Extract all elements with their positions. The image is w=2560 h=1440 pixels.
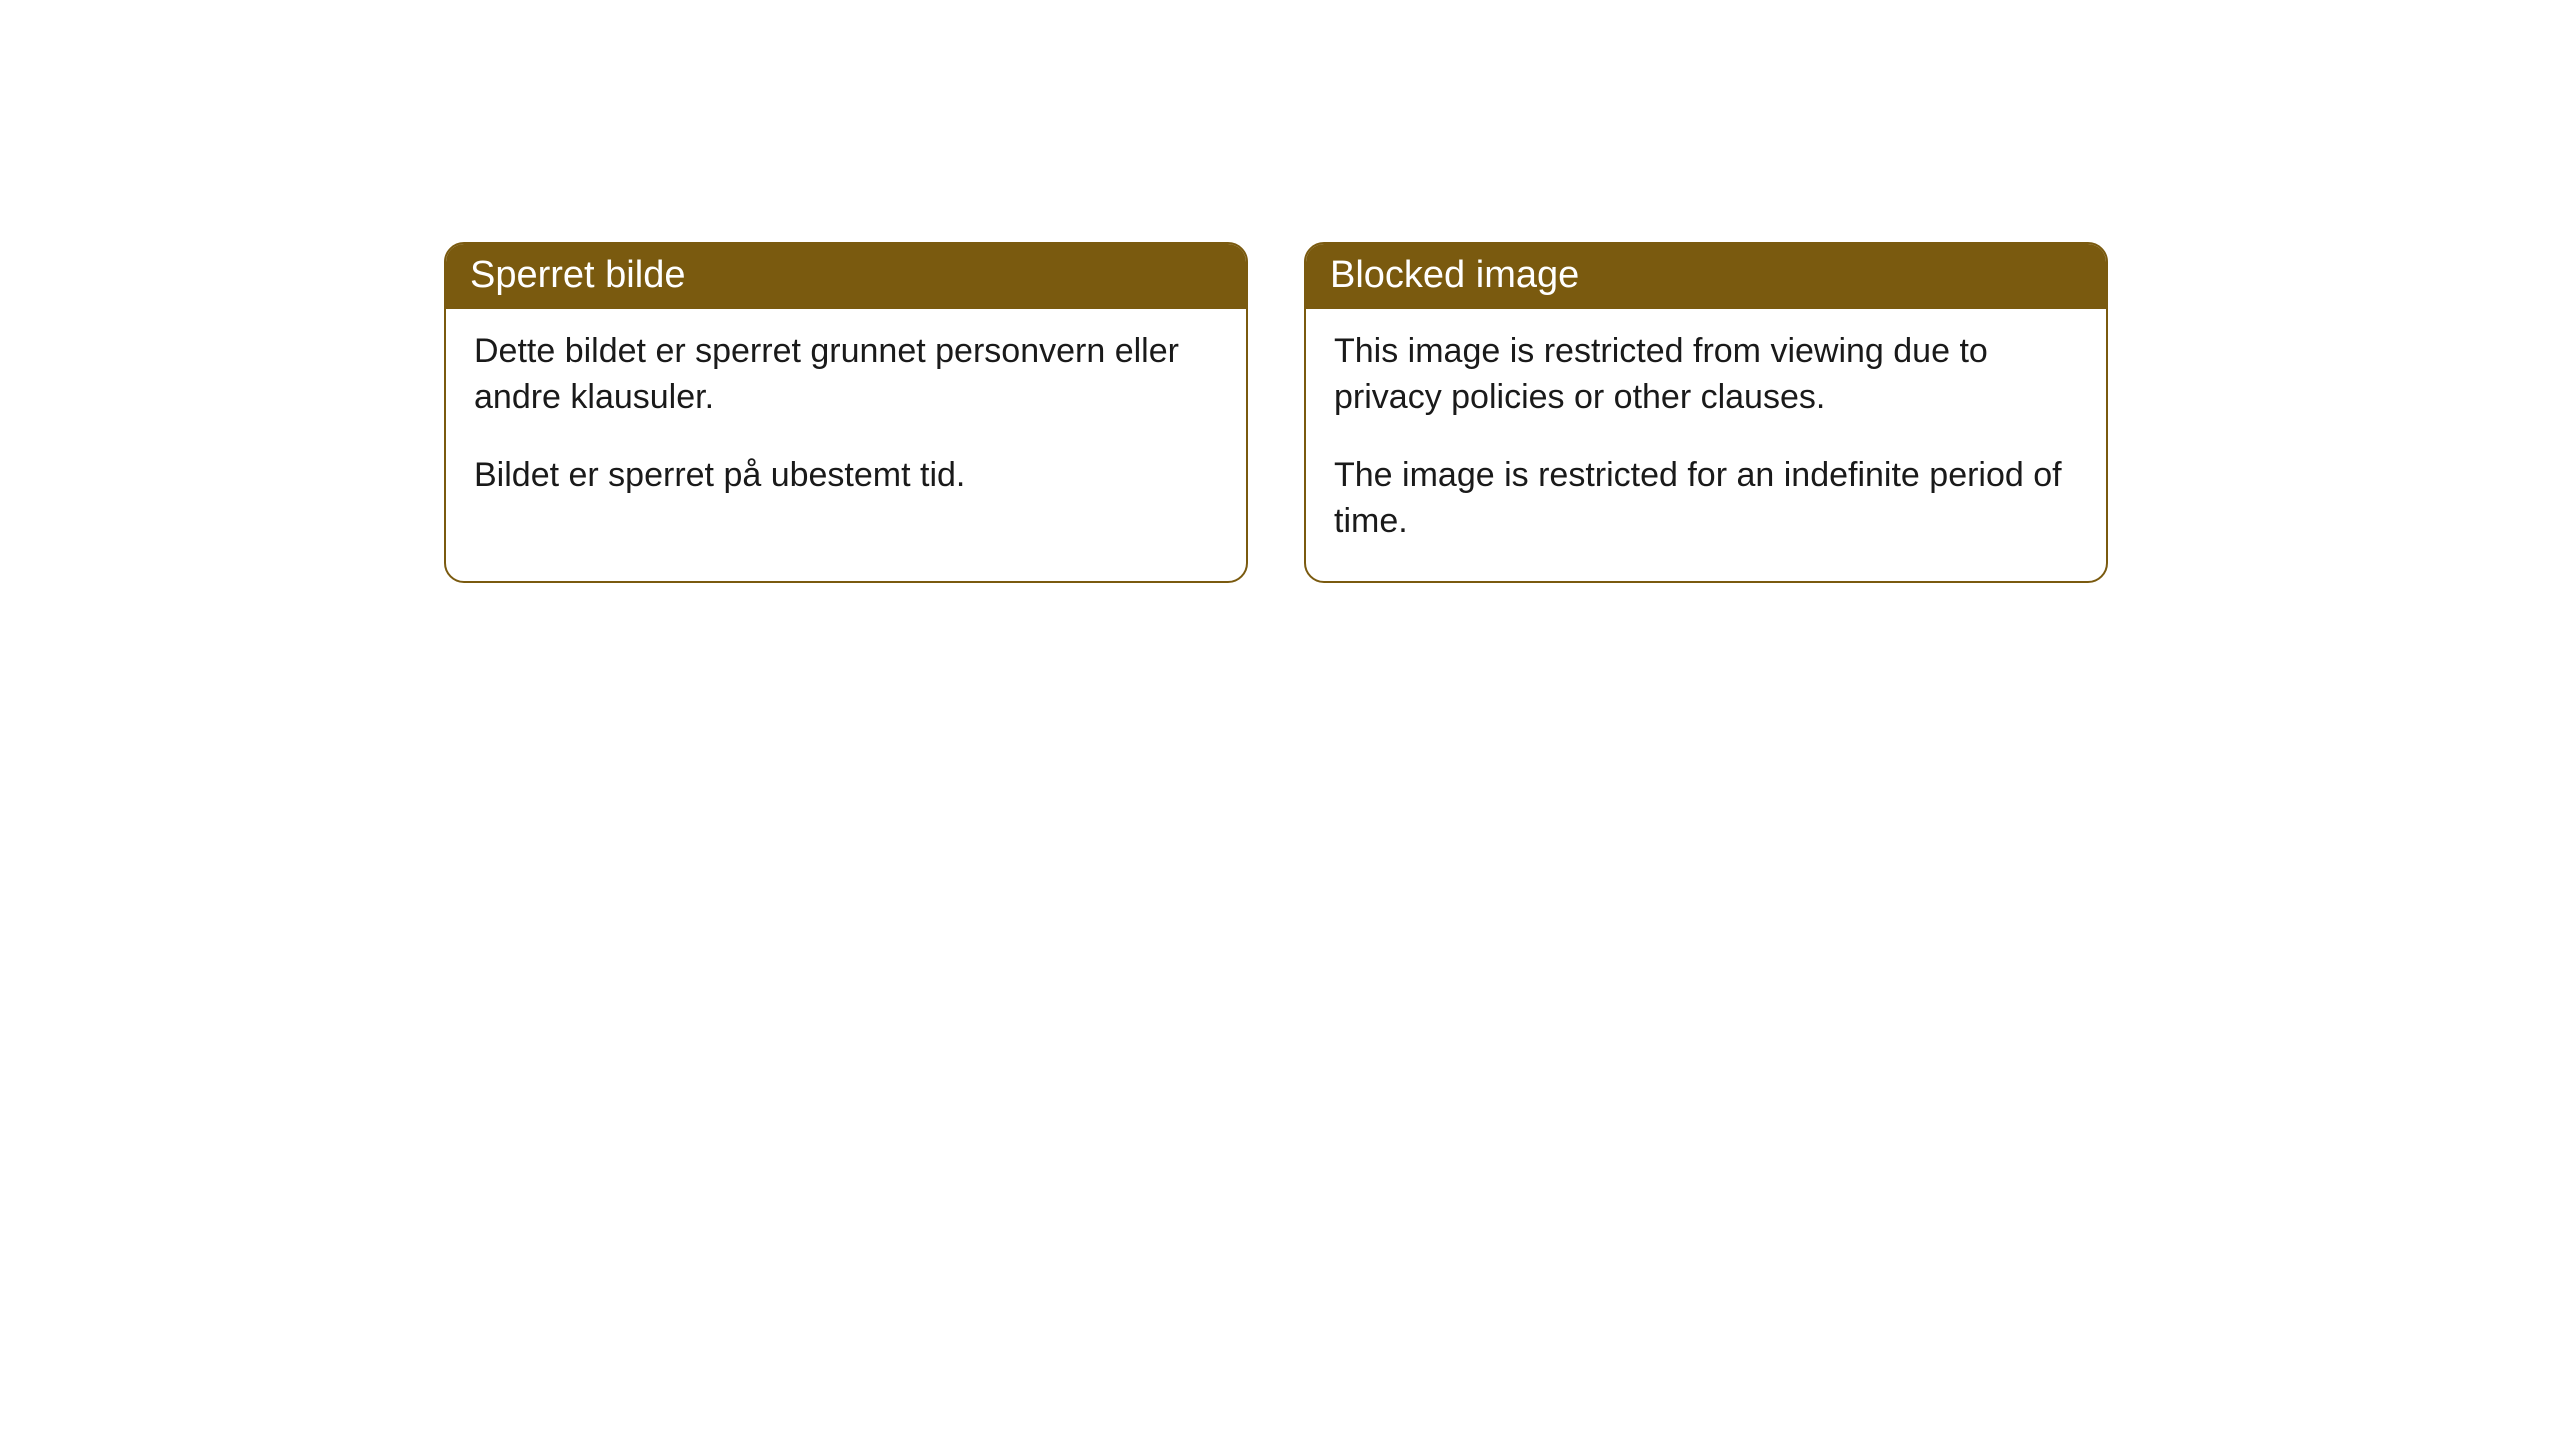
notice-cards-container: Sperret bilde Dette bildet er sperret gr…	[444, 242, 2560, 583]
notice-card-english: Blocked image This image is restricted f…	[1304, 242, 2108, 583]
notice-card-norwegian: Sperret bilde Dette bildet er sperret gr…	[444, 242, 1248, 583]
card-paragraph: This image is restricted from viewing du…	[1334, 329, 2078, 421]
card-title: Blocked image	[1330, 254, 1579, 296]
card-paragraph: Bildet er sperret på ubestemt tid.	[474, 453, 1218, 499]
card-header: Sperret bilde	[446, 244, 1246, 309]
card-paragraph: The image is restricted for an indefinit…	[1334, 453, 2078, 545]
card-paragraph: Dette bildet er sperret grunnet personve…	[474, 329, 1218, 421]
card-body: This image is restricted from viewing du…	[1306, 309, 2106, 581]
card-header: Blocked image	[1306, 244, 2106, 309]
card-title: Sperret bilde	[470, 254, 685, 296]
card-body: Dette bildet er sperret grunnet personve…	[446, 309, 1246, 535]
